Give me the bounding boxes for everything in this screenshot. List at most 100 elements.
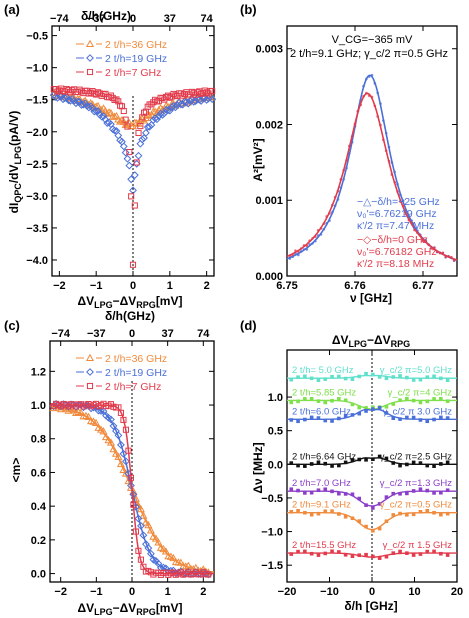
- panel-d-data-point: [296, 463, 300, 468]
- panel-c-data-point: [139, 531, 148, 540]
- panel-d-data-point: [337, 463, 341, 468]
- panel-d-data-point: [445, 460, 450, 465]
- panel-d-data-point: [316, 378, 321, 383]
- panel-b-data-point: [407, 218, 411, 222]
- panel-b-data-point: [370, 95, 374, 99]
- panel-b-series-label: κ'/2 π=8.18 MHz: [357, 258, 434, 270]
- panel-c-data-point: [144, 521, 153, 529]
- panel-d-data-point: [323, 461, 328, 466]
- panel-d-data-point: [398, 511, 402, 516]
- panel-b-data-point: [322, 227, 326, 231]
- panel-d-data-point: [337, 416, 341, 421]
- panel-a-data-point: [145, 122, 154, 131]
- panel-c-ytick-label: 1.0: [31, 400, 46, 412]
- panel-d-data-point: [330, 419, 334, 423]
- panel-a-data-point: [131, 202, 138, 209]
- panel-c-data-point: [84, 412, 93, 421]
- panel-a-data-point: [116, 117, 125, 125]
- panel-b-data-point: [365, 91, 368, 95]
- panel-d-data-point: [316, 416, 321, 420]
- panel-b-data-point: [342, 178, 345, 181]
- panel-d-data-point: [364, 458, 368, 462]
- panel-d-data-point: [418, 377, 423, 382]
- panel-c-data-point: [191, 563, 200, 572]
- panel-b-data-point: [325, 222, 328, 225]
- panel-b-annotation: 2 t/h=9.1 GHz; γ_c/2 π=0.5 GHz: [290, 48, 448, 60]
- panel-c-data-point: [117, 409, 125, 416]
- panel-d-data-point: [425, 463, 430, 468]
- panel-d-data-point: [445, 399, 450, 403]
- panel-a-data-point: [171, 103, 180, 112]
- panel-a-data-point: [106, 108, 115, 117]
- panel-c-data-point: [111, 449, 121, 457]
- panel-d-data-point: [405, 491, 409, 496]
- panel-d-data-point: [371, 457, 375, 461]
- panel-b-data-point: [348, 144, 351, 148]
- panel-b-series-label: −◇−δ/h=0 GHz: [357, 234, 428, 246]
- panel-d-data-point: [330, 374, 334, 379]
- panel-d-data-point: [405, 551, 409, 555]
- panel-a-data-point: [147, 110, 156, 119]
- panel-d-data-point: [330, 464, 334, 468]
- panel-c-xtick-label: 0: [129, 586, 135, 598]
- panel-c-legend-marker: [85, 353, 95, 362]
- panel-d-data-point: [432, 417, 436, 422]
- panel-d-data-point: [418, 461, 423, 465]
- panel-b-data-point: [393, 180, 396, 184]
- panel-d-data-point: [432, 464, 436, 468]
- panel-a-data-point: [128, 193, 135, 200]
- panel-d-data-point: [309, 396, 314, 401]
- panel-d-data-point: [439, 396, 443, 401]
- panel-d-series-label-right: γ_c/2 π=2.5 GHz: [380, 451, 453, 462]
- panel-d-ylabel: Δν [MHz]: [251, 442, 265, 493]
- panel-d-ytick-label: −0.5: [261, 493, 283, 505]
- panel-b-data-point: [387, 145, 391, 149]
- panel-a-data-point: [122, 116, 129, 123]
- panel-b-frame: [286, 25, 458, 277]
- panel-b-data-point: [367, 75, 371, 78]
- panel-d-series-label-left: 2 t/h=9.1 GHz: [292, 500, 351, 511]
- panel-c-data-point: [109, 444, 118, 453]
- panel-c-data-point: [137, 556, 144, 563]
- panel-a-xtick-label: 0: [130, 280, 136, 292]
- panel-b-data-point: [410, 221, 413, 225]
- panel-b-xtick-label: 6.77: [412, 280, 433, 292]
- panel-d-data-point: [323, 551, 328, 556]
- panel-d-data-point: [289, 377, 294, 382]
- panel-b-data-point: [353, 122, 357, 126]
- panel-c-xtick-label: 1: [165, 586, 171, 598]
- panel-d-data-point: [309, 462, 314, 466]
- panel-a-ylabel: dIQPC/dVLPG(pA/V): [7, 111, 23, 214]
- panel-c-axes: −2 −1 0 1 2 −74 −37 0 37 74 0.0 0.2 0.4 0.6 0.8 1.0 1.2 2…: [31, 328, 215, 598]
- panel-d-data-point: [405, 462, 409, 467]
- panel-d-data-point: [350, 402, 355, 407]
- panel-c-data-point: [104, 435, 113, 444]
- panel-c-data-point: [134, 514, 143, 523]
- panel-d-data-point: [398, 491, 402, 496]
- panel-c-data-point: [71, 408, 81, 417]
- panel-c: (c) δ/h(GHz) −2 −1 0 1 2 −74 −37 0 37 74 0.0 0.2 0.4…: [4, 309, 215, 617]
- panel-a-data-point: [129, 261, 137, 268]
- panel-b-data-point: [430, 247, 433, 250]
- panel-d-series-label-right: γ_c/2 π=0.5 GHz: [380, 500, 453, 511]
- panel-b-data-point: [373, 82, 377, 85]
- panel-b-data-point: [308, 239, 311, 242]
- panel-c-data-point: [99, 427, 108, 435]
- panel-b-data-point: [305, 244, 309, 247]
- panel-a-data-point: [99, 112, 108, 121]
- panel-a-data-point: [199, 94, 207, 103]
- panel-d-data-point: [391, 513, 396, 517]
- panel-b-series-label: κ'/2 π=7.47 MHz: [357, 220, 434, 232]
- panel-d-data-point: [405, 375, 409, 380]
- panel-c-data-point: [127, 481, 135, 490]
- panel-c-top-tick-label: −74: [51, 328, 71, 340]
- panel-d-data-point: [350, 492, 355, 497]
- panel-d-data-point: [425, 488, 430, 493]
- panel-b-data-point: [314, 239, 317, 243]
- panel-d-data-point: [316, 511, 321, 516]
- panel-a-data-point: [72, 99, 80, 108]
- panel-d-data-point: [439, 512, 443, 517]
- panel-a-data-point: [125, 161, 134, 170]
- panel-a-top-tick-label: −37: [87, 13, 106, 25]
